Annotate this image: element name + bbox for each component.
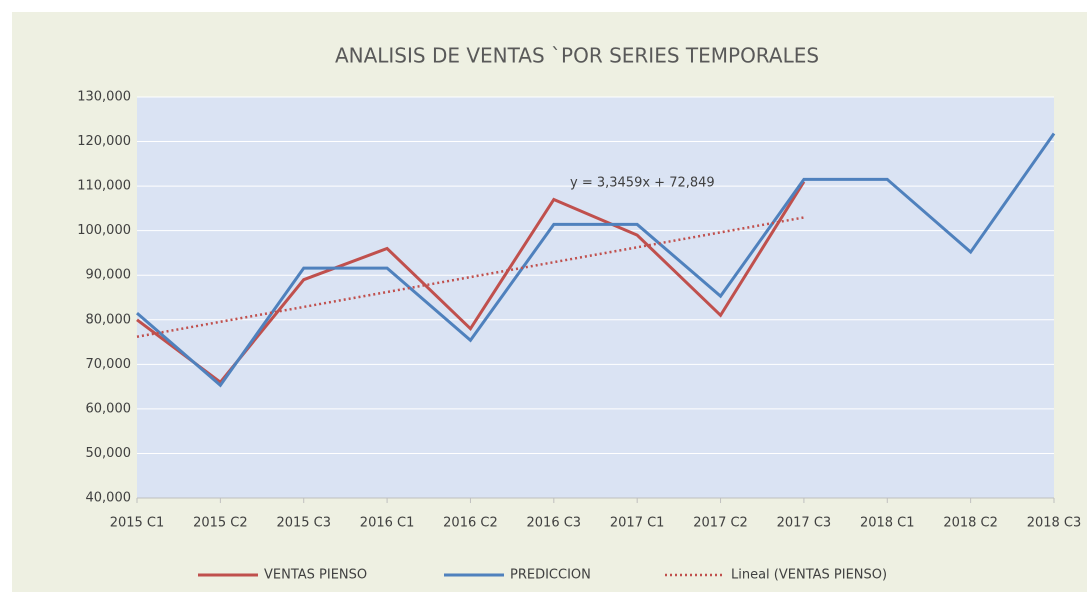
legend-label: PREDICCION (510, 568, 591, 583)
y-tick-label: 120,000 (77, 134, 131, 149)
x-tick-label: 2015 C2 (193, 516, 248, 531)
y-tick-label: 130,000 (77, 90, 131, 105)
line-series (136, 132, 1056, 388)
trendline-equation: y = 3,3459x + 72,849 (570, 176, 715, 191)
y-tick-label: 60,000 (86, 401, 132, 416)
x-tick-label: 2018 C2 (943, 516, 998, 531)
x-tick-label: 2015 C1 (110, 516, 165, 531)
plot-area (137, 97, 1054, 498)
x-tick-label: 2016 C1 (360, 516, 415, 531)
x-tick-label: 2018 C1 (860, 516, 915, 531)
legend-label: Lineal (VENTAS PIENSO) (731, 568, 887, 583)
y-tick-label: 80,000 (86, 312, 132, 327)
x-tick-label: 2017 C1 (610, 516, 665, 531)
x-tick-label: 2016 C3 (527, 516, 582, 531)
y-tick-label: 90,000 (86, 268, 132, 283)
chart-title: ANALISIS DE VENTAS `POR SERIES TEMPORALE… (335, 44, 819, 68)
legend-label: VENTAS PIENSO (264, 568, 367, 583)
y-tick-label: 40,000 (86, 491, 132, 506)
x-tick-label: 2016 C2 (443, 516, 498, 531)
y-tick-label: 100,000 (77, 223, 131, 238)
x-tick-label: 2017 C3 (777, 516, 832, 531)
x-tick-label: 2018 C3 (1027, 516, 1082, 531)
y-tick-label: 70,000 (86, 357, 132, 372)
y-tick-label: 110,000 (77, 179, 131, 194)
x-tick-label: 2015 C3 (276, 516, 331, 531)
y-tick-label: 50,000 (86, 446, 132, 461)
x-tick-label: 2017 C2 (693, 516, 748, 531)
